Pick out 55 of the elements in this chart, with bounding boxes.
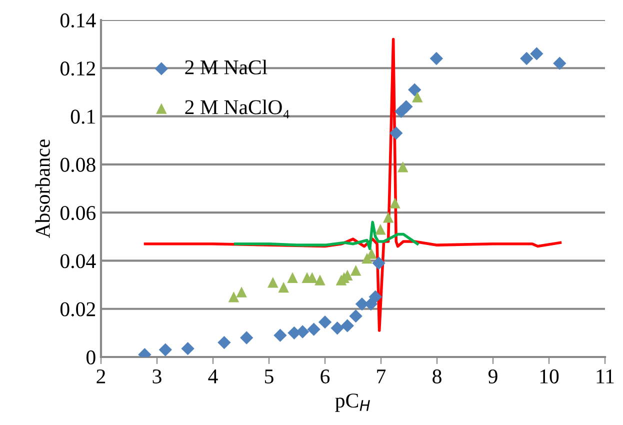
x-tick-label: 8 [432, 369, 442, 384]
point [382, 212, 394, 223]
x-tick-label: 3 [152, 369, 162, 384]
point [430, 52, 444, 66]
x-tick-label: 11 [596, 370, 614, 384]
y-tick-label: 0.1 [70, 110, 95, 124]
x-tick-label: 2 [96, 369, 106, 384]
point [364, 297, 378, 311]
point [350, 264, 362, 276]
point [530, 47, 544, 60]
y-tick-label: 0.12 [60, 62, 95, 76]
point [274, 328, 287, 342]
point [240, 331, 254, 344]
point [412, 92, 423, 102]
point [368, 290, 382, 304]
point [520, 52, 534, 66]
y-axis-title: Absorbance [35, 139, 50, 238]
point [268, 277, 278, 288]
x-tick-label: 9 [488, 369, 498, 384]
point [158, 343, 172, 356]
y-tick-label: 0.14 [60, 13, 96, 28]
point [390, 126, 403, 140]
point [340, 319, 354, 332]
point [287, 272, 298, 283]
point [181, 342, 194, 356]
x-tick-label: 4 [208, 370, 218, 384]
point [408, 83, 422, 96]
legend-label: 2 M NaClO₄ [185, 100, 290, 118]
point [553, 56, 566, 70]
point [218, 336, 231, 350]
point [375, 224, 386, 235]
point [236, 286, 247, 298]
point [349, 309, 362, 323]
point [296, 325, 310, 338]
point [390, 198, 400, 208]
y-tick-label: 0.08 [60, 158, 96, 172]
point [372, 256, 386, 270]
y-tick-label: 0 [86, 350, 96, 364]
x-tick-label: 6 [320, 369, 330, 384]
point [314, 274, 326, 286]
point [228, 291, 240, 302]
y-tick-label: 0.04 [60, 254, 96, 268]
x-tick-label: 10 [540, 369, 559, 384]
point [318, 316, 332, 329]
point [330, 322, 344, 335]
y-tick-label: 0.02 [60, 302, 95, 316]
point [400, 100, 413, 114]
x-tick-label: 5 [265, 370, 274, 384]
point [397, 161, 408, 172]
point [278, 282, 289, 293]
x-axis-title: pC$_{H}$ [335, 394, 370, 412]
y-tick-label: 0.06 [60, 206, 96, 220]
legend-label: 2 M NaCl [185, 60, 268, 74]
x-tick-label: 7 [377, 370, 386, 384]
point [307, 322, 320, 336]
